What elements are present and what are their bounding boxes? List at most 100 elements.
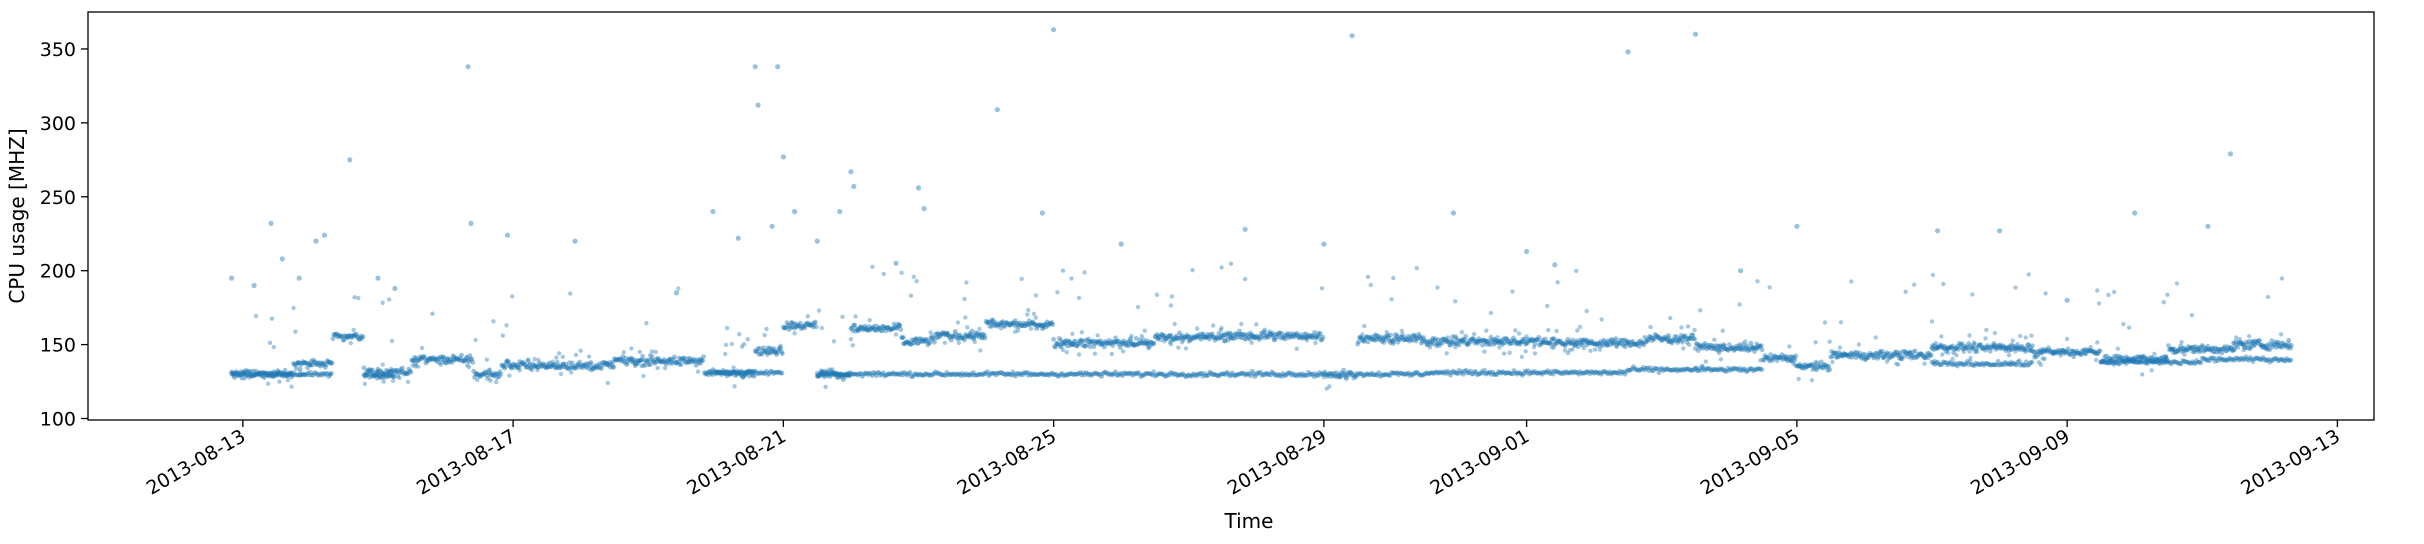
data-point <box>1110 343 1116 348</box>
data-point <box>911 274 916 279</box>
data-point <box>332 332 338 338</box>
data-point <box>1254 322 1259 327</box>
data-point <box>976 332 981 338</box>
data-point <box>1271 335 1276 340</box>
data-point <box>606 362 612 368</box>
data-point <box>1577 324 1583 330</box>
data-point <box>1304 334 1310 340</box>
data-point <box>1482 337 1487 343</box>
data-point <box>1143 340 1148 346</box>
data-point <box>476 372 481 378</box>
data-point <box>2042 356 2047 362</box>
data-point <box>1738 268 1744 274</box>
data-point <box>253 368 259 374</box>
data-point <box>1222 338 1227 344</box>
data-point <box>677 362 683 367</box>
data-point <box>1346 372 1352 377</box>
data-point <box>713 371 719 377</box>
data-point <box>1065 343 1071 349</box>
data-point <box>580 365 585 371</box>
data-point <box>1177 330 1182 336</box>
data-point <box>2161 300 2166 305</box>
data-point <box>925 342 931 348</box>
data-point <box>1297 335 1302 340</box>
data-point <box>624 362 630 367</box>
data-point <box>888 326 893 332</box>
data-point <box>1610 340 1616 345</box>
data-point <box>942 340 947 345</box>
data-point <box>1107 340 1113 346</box>
data-point <box>1062 339 1068 345</box>
data-point <box>929 334 934 339</box>
data-point <box>585 361 591 366</box>
data-point <box>776 347 782 353</box>
data-point <box>230 370 235 376</box>
data-point <box>1435 340 1440 346</box>
data-point <box>1432 337 1437 343</box>
data-point <box>492 371 498 376</box>
data-point <box>1077 338 1083 344</box>
data-point <box>998 326 1004 331</box>
data-point <box>1284 331 1290 337</box>
data-point <box>1935 228 1941 234</box>
data-point <box>466 364 472 370</box>
data-point <box>370 372 376 378</box>
data-point <box>249 371 255 377</box>
data-point <box>657 359 662 364</box>
data-point <box>467 353 473 358</box>
data-point <box>381 371 386 376</box>
data-point <box>419 356 425 361</box>
data-point <box>1431 341 1437 347</box>
data-point <box>361 365 367 371</box>
data-point <box>708 370 714 376</box>
data-point <box>869 326 874 331</box>
data-point <box>1296 335 1301 340</box>
data-point <box>820 369 826 375</box>
data-point <box>964 333 969 339</box>
data-point <box>1377 336 1383 342</box>
data-point <box>1469 337 1475 342</box>
data-point <box>737 332 742 337</box>
data-point <box>255 371 261 377</box>
data-point <box>923 337 929 342</box>
data-point <box>527 365 533 371</box>
data-point <box>948 337 954 343</box>
data-point <box>471 368 477 374</box>
data-point <box>473 371 478 377</box>
data-point <box>683 360 689 365</box>
data-point <box>1604 342 1610 348</box>
data-point <box>755 346 761 351</box>
data-point <box>1342 372 1347 378</box>
data-point <box>537 360 542 366</box>
data-point <box>1372 333 1377 339</box>
data-point <box>1270 332 1276 338</box>
data-point <box>289 384 294 389</box>
data-point <box>749 368 754 374</box>
data-point <box>1084 337 1089 343</box>
data-point <box>712 369 718 375</box>
data-point <box>612 356 617 362</box>
data-point <box>823 368 828 374</box>
data-point <box>328 361 334 366</box>
data-point <box>307 362 312 367</box>
data-point <box>473 337 478 343</box>
y-tick-label: 300 <box>40 113 76 135</box>
data-point <box>896 323 902 329</box>
data-point <box>548 364 553 370</box>
data-point <box>562 364 568 370</box>
data-point <box>422 355 428 361</box>
data-point <box>468 356 474 362</box>
data-point <box>1389 338 1394 344</box>
data-point <box>507 361 512 367</box>
data-point <box>369 368 374 373</box>
data-point <box>550 359 555 364</box>
data-point <box>321 361 326 366</box>
data-point <box>761 345 767 351</box>
data-point <box>1272 336 1278 342</box>
data-point <box>435 356 441 362</box>
data-point <box>844 372 850 378</box>
data-point <box>572 238 578 244</box>
data-point <box>1483 341 1489 347</box>
data-point <box>1114 339 1119 345</box>
data-point <box>1584 342 1590 348</box>
